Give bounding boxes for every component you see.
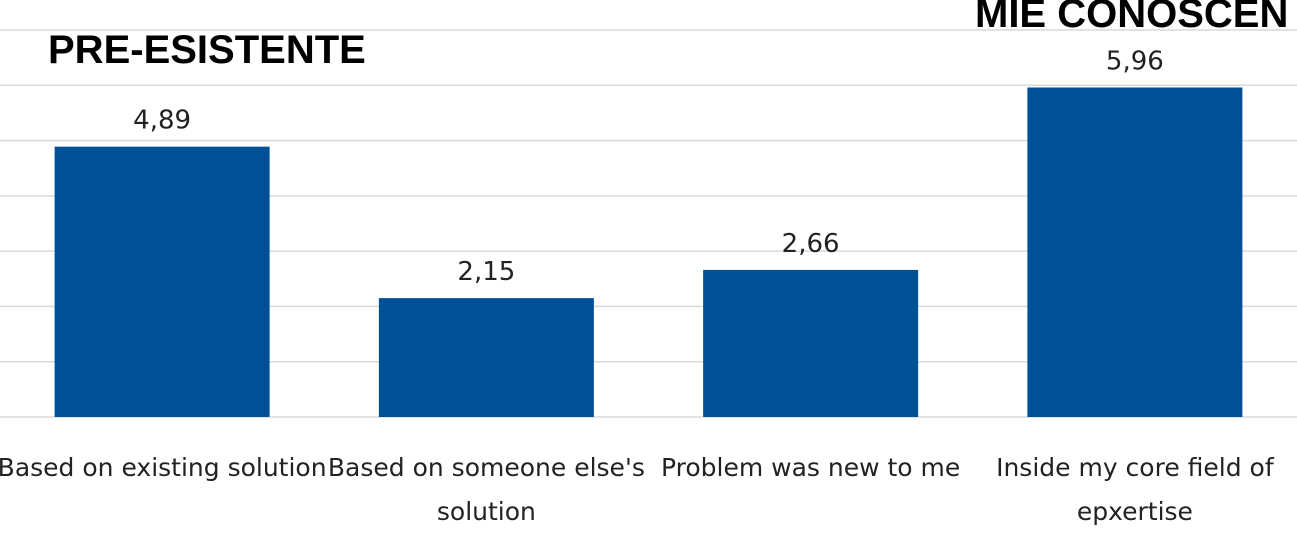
data-label: 2,66 xyxy=(782,229,840,259)
annotation-mie-conoscenze: MIE CONOSCEN xyxy=(975,0,1289,36)
bar xyxy=(378,298,594,417)
data-label: 2,15 xyxy=(457,257,515,287)
data-label: 5,96 xyxy=(1106,46,1164,76)
category-label: Based on someone else's xyxy=(328,453,645,482)
category-label: Problem was new to me xyxy=(661,453,960,482)
data-labels: 4,89 2,15 2,66 5,96 xyxy=(133,46,1164,287)
bar xyxy=(703,269,919,417)
annotation-pre-esistente: PRE-ESISTENTE xyxy=(48,28,366,72)
bars xyxy=(54,87,1243,418)
category-label: epxertise xyxy=(1077,497,1193,526)
category-label: solution xyxy=(437,497,536,526)
data-label: 4,89 xyxy=(133,106,191,136)
bar xyxy=(1027,87,1243,418)
category-label: Based on existing solution xyxy=(0,453,327,482)
category-label: Inside my core field of xyxy=(996,453,1275,482)
category-labels: Based on existing solution Based on someo… xyxy=(0,453,1275,526)
bar xyxy=(54,146,270,417)
